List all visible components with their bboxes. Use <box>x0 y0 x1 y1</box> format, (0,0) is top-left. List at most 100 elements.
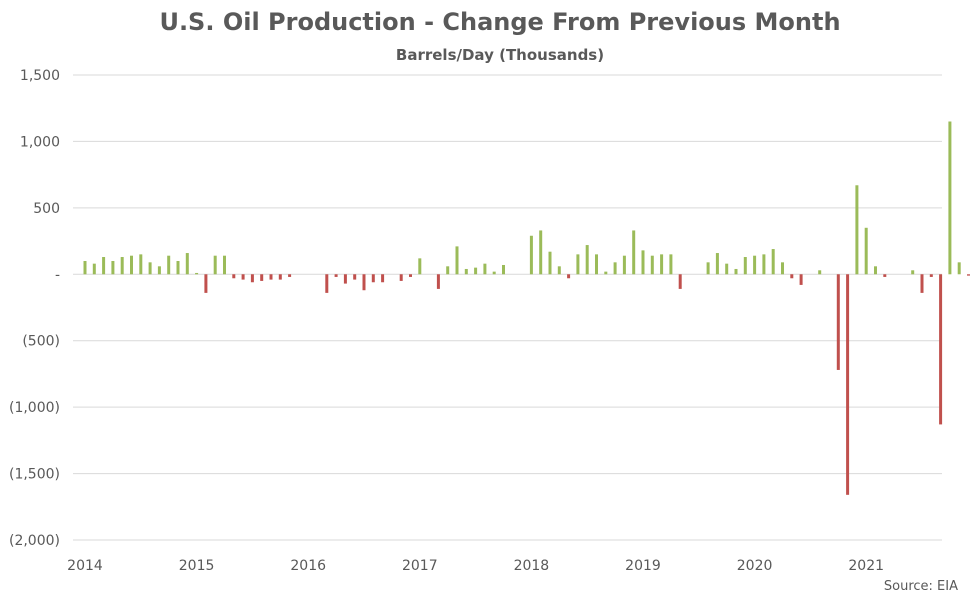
chart-title: U.S. Oil Production - Change From Previo… <box>159 8 841 36</box>
bar <box>725 263 729 275</box>
y-tick-label: 1,000 <box>20 134 60 150</box>
bar <box>669 254 673 275</box>
bar <box>436 274 440 289</box>
bar <box>353 274 357 280</box>
bars <box>83 121 970 495</box>
bar <box>576 254 580 275</box>
bar <box>613 262 617 275</box>
bar <box>715 253 719 275</box>
bar <box>325 274 329 293</box>
bar <box>288 274 292 277</box>
bar <box>641 250 645 275</box>
bar <box>920 274 924 293</box>
bar <box>269 274 273 280</box>
bar <box>836 274 840 370</box>
bar <box>148 262 152 275</box>
chart-subtitle: Barrels/Day (Thousands) <box>395 46 605 64</box>
bar <box>371 274 375 283</box>
bar <box>967 274 970 276</box>
bar <box>660 254 664 275</box>
x-tick-label: 2016 <box>290 558 326 574</box>
bar <box>418 258 422 275</box>
bar <box>557 266 561 275</box>
source-note: Source: EIA <box>883 579 958 594</box>
bar <box>455 246 459 275</box>
x-tick-label: 2014 <box>67 558 103 574</box>
bar <box>464 268 468 275</box>
gridlines <box>73 74 942 541</box>
bar <box>771 249 775 275</box>
bar <box>911 270 915 275</box>
bar <box>195 272 199 275</box>
bar <box>585 245 589 275</box>
bar <box>632 230 636 275</box>
bar <box>743 257 747 275</box>
y-tick-label: - <box>55 267 60 283</box>
bar <box>864 227 868 275</box>
bar <box>213 255 217 275</box>
y-tick-label: (2,000) <box>9 533 60 549</box>
bar <box>241 274 245 280</box>
bar <box>483 263 487 275</box>
bar <box>399 274 403 281</box>
bar <box>753 255 757 275</box>
bar <box>474 267 478 275</box>
bar <box>781 262 784 275</box>
bar <box>492 271 496 275</box>
bar <box>139 254 143 275</box>
x-tick-label: 2015 <box>179 558 215 574</box>
bar <box>83 261 87 275</box>
bar <box>939 274 943 425</box>
x-axis-ticks: 2014 2015 2016 2017 2018 2019 2020 2021 <box>67 558 884 574</box>
bar <box>622 255 626 275</box>
bar <box>855 185 859 275</box>
bar <box>762 254 766 275</box>
bar <box>883 274 887 277</box>
bar <box>604 271 608 275</box>
bar <box>846 274 850 495</box>
bar <box>874 266 877 275</box>
bar <box>343 274 347 284</box>
bar <box>130 255 133 275</box>
bar <box>548 251 552 275</box>
bar <box>818 270 822 275</box>
bar <box>595 254 598 275</box>
bar <box>678 274 682 289</box>
bar <box>948 121 952 275</box>
x-tick-label: 2018 <box>514 558 550 574</box>
bar <box>250 274 254 283</box>
bar <box>381 274 385 283</box>
bar <box>362 274 366 291</box>
bar <box>790 274 794 279</box>
bar <box>204 274 208 293</box>
bar <box>799 274 803 285</box>
y-tick-label: (1,500) <box>9 467 60 483</box>
bar <box>111 261 115 275</box>
bar <box>706 262 710 275</box>
x-tick-label: 2020 <box>737 558 773 574</box>
y-tick-label: 500 <box>33 201 60 217</box>
bar <box>120 257 124 275</box>
bar <box>539 230 543 275</box>
bar <box>957 262 961 275</box>
x-tick-label: 2021 <box>848 558 884 574</box>
y-axis-ticks: 1,500 1,000 500 - (500) (1,000) (1,500) (2,000) <box>9 68 60 549</box>
bar <box>567 274 571 279</box>
bar <box>223 255 226 275</box>
bar <box>929 274 933 277</box>
x-tick-label: 2017 <box>402 558 438 574</box>
bar <box>92 263 96 275</box>
bar <box>278 274 282 280</box>
x-tick-label: 2019 <box>625 558 661 574</box>
bar <box>176 261 180 275</box>
bar <box>260 274 264 281</box>
bar <box>167 255 171 275</box>
bar <box>650 255 654 275</box>
bar <box>334 274 338 277</box>
y-tick-label: (1,000) <box>9 400 60 416</box>
bar <box>409 274 412 277</box>
bar <box>185 253 189 275</box>
bar <box>232 274 236 279</box>
bar <box>502 264 505 275</box>
